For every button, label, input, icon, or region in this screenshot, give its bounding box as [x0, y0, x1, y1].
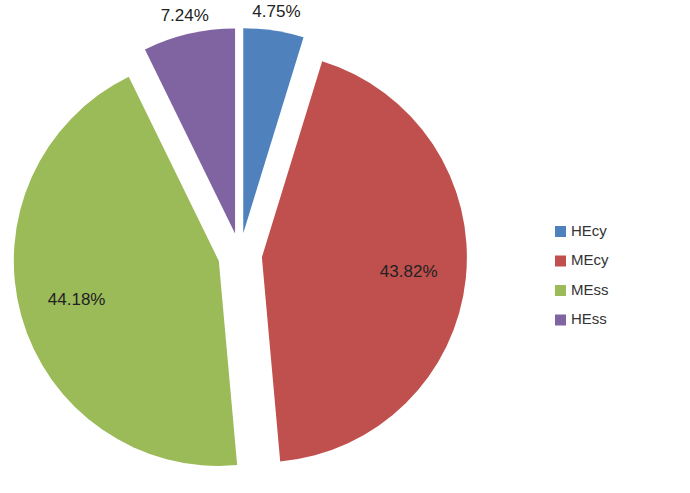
- legend-label: MEcy: [571, 251, 609, 268]
- legend: HEcy MEcy MEss HEss: [555, 222, 609, 328]
- pie-slice: [262, 61, 467, 461]
- data-label: 4.75%: [252, 2, 300, 21]
- legend-label: HEss: [571, 310, 607, 327]
- legend-swatch: [555, 285, 566, 296]
- data-labels: 4.75% 43.82% 44.18% 7.24%: [48, 2, 438, 309]
- legend-item: MEcy: [555, 251, 609, 268]
- legend-swatch: [555, 226, 566, 237]
- pie: [14, 28, 467, 466]
- legend-item: HEss: [555, 310, 607, 327]
- legend-swatch: [555, 256, 566, 267]
- legend-item: HEcy: [555, 222, 607, 239]
- data-label: 43.82%: [380, 262, 438, 281]
- legend-label: HEcy: [571, 222, 607, 239]
- data-label: 7.24%: [161, 6, 209, 25]
- legend-item: MEss: [555, 281, 609, 298]
- legend-swatch: [555, 315, 566, 326]
- legend-label: MEss: [571, 281, 609, 298]
- chart: 4.75% 43.82% 44.18% 7.24% HEcy MEcy MEss HEss: [0, 0, 690, 493]
- data-label: 44.18%: [48, 290, 106, 309]
- pie-slice: [145, 29, 235, 234]
